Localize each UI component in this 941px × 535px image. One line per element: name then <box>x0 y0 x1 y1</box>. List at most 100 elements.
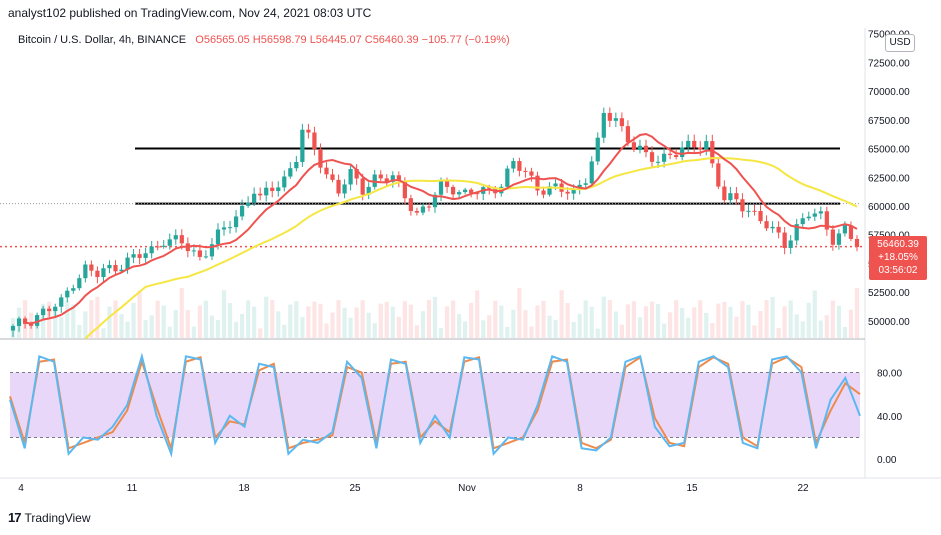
ohlc-open: O56565.05 <box>195 34 250 46</box>
chart-canvas[interactable]: 75000.0072500.0070000.0067500.0065000.00… <box>0 0 941 500</box>
volume-bar <box>402 301 407 338</box>
candle-body <box>282 176 287 188</box>
volume-bar <box>95 296 100 338</box>
volume-bar <box>360 300 365 338</box>
volume-bar <box>59 316 64 338</box>
volume-bar <box>330 312 335 338</box>
candle-body <box>450 186 456 195</box>
volume-bar <box>770 297 775 338</box>
candle-body <box>59 297 64 307</box>
currency-badge[interactable]: USD <box>885 34 915 52</box>
volume-bar <box>288 304 293 338</box>
volume-bar <box>637 317 643 338</box>
volume-bar <box>625 304 631 338</box>
candle-body <box>836 233 842 245</box>
volume-bar <box>674 300 679 338</box>
volume-bar <box>493 300 498 338</box>
volume-bar <box>270 300 275 338</box>
volume-bar <box>649 301 655 338</box>
volume-bar <box>541 300 546 338</box>
volume-bar <box>661 323 667 338</box>
candle-body <box>631 142 637 151</box>
volume-bar <box>324 323 329 338</box>
candle-body <box>203 256 209 258</box>
volume-bar <box>469 302 474 338</box>
candle-body <box>649 152 655 162</box>
volume-bar <box>758 311 763 338</box>
candle-body <box>475 193 480 195</box>
candle-body <box>625 126 631 143</box>
time-tick-label: 22 <box>797 483 809 494</box>
volume-bar <box>722 301 727 338</box>
candle-body <box>686 140 691 148</box>
stoch-band <box>10 372 860 438</box>
volume-bar <box>824 315 829 338</box>
volume-bar <box>312 301 317 338</box>
candle-body <box>746 210 751 212</box>
volume-bar <box>354 307 359 338</box>
volume-bar <box>764 300 769 338</box>
volume-bar <box>197 305 203 338</box>
volume-bar <box>457 314 462 338</box>
candle-body <box>674 155 679 158</box>
candle-body <box>505 168 510 187</box>
candle-body <box>71 288 76 291</box>
volume-bar <box>107 306 112 338</box>
candle-body <box>589 161 594 184</box>
price-tick-label: 72500.00 <box>868 58 910 69</box>
candle-body <box>143 253 148 258</box>
candle-body <box>155 246 160 248</box>
candle-body <box>680 147 685 158</box>
fast-moving-average-line <box>24 132 858 325</box>
candle-body <box>457 192 462 195</box>
price-tick-label: 70000.00 <box>868 87 910 98</box>
volume-bar <box>655 303 661 338</box>
volume-bar <box>812 290 817 338</box>
candle-body <box>270 187 275 192</box>
candle-body <box>571 189 576 194</box>
candle-body <box>463 189 468 193</box>
candle-body <box>818 211 823 214</box>
brand-name: TradingView <box>24 510 91 525</box>
volume-bar <box>137 290 142 338</box>
volume-bar <box>426 300 432 338</box>
volume-bar <box>577 313 582 338</box>
volume-bar <box>848 309 854 338</box>
candle-body <box>402 180 407 199</box>
candle-body <box>179 235 184 244</box>
candle-body <box>752 210 757 212</box>
candle-body <box>161 245 166 247</box>
candle-body <box>167 239 172 246</box>
candle-body <box>137 254 142 258</box>
volume-bar <box>505 326 510 338</box>
volume-bar <box>372 323 377 338</box>
volume-bar <box>41 303 46 338</box>
candle-body <box>595 137 600 162</box>
candle-body <box>529 171 534 176</box>
candle-body <box>722 186 727 201</box>
candle-body <box>438 180 444 195</box>
volume-bar <box>185 310 190 338</box>
candle-body <box>258 193 263 196</box>
candle-body <box>517 161 522 171</box>
volume-bar <box>390 306 395 338</box>
candle-body <box>758 211 763 222</box>
candle-body <box>782 232 787 248</box>
volume-bar <box>571 321 576 338</box>
candle-body <box>643 145 649 153</box>
candle-body <box>740 199 745 212</box>
volume-bar <box>547 315 552 338</box>
candle-body <box>264 187 269 196</box>
candle-body <box>101 268 106 278</box>
candle-body <box>806 216 811 219</box>
candle-body <box>378 174 383 179</box>
volume-bar <box>499 305 504 338</box>
candle-body <box>667 153 673 156</box>
volume-bar <box>619 324 624 338</box>
volume-bar <box>408 304 413 338</box>
volume-bar <box>734 316 739 338</box>
candle-body <box>788 240 793 248</box>
volume-bar <box>680 307 685 338</box>
candle-body <box>209 244 215 257</box>
candle-body <box>408 198 413 212</box>
